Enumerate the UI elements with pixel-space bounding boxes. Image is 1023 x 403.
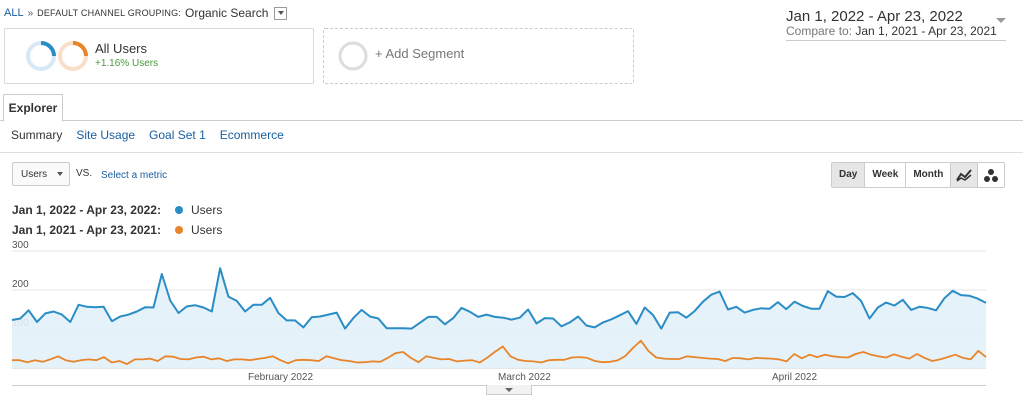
y-tick-label: 200 [12,279,29,290]
segment-title: All Users [95,41,148,56]
add-segment-circle-icon [338,41,368,71]
legend-current-name: Users [191,203,223,217]
breadcrumb-value: Organic Search [185,6,269,20]
breadcrumb-dropdown-icon[interactable] [274,6,288,20]
subtab-ecommerce[interactable]: Ecommerce [219,128,284,142]
legend-compare-dot-icon [175,226,183,234]
motion-chart-button[interactable] [977,163,1004,187]
x-tick-march: March 2022 [498,372,551,383]
breadcrumb-all-link[interactable]: ALL [4,7,24,19]
y-tick-label: 300 [12,240,29,251]
period-week-button[interactable]: Week [864,163,906,187]
breadcrumb-separator: » [27,7,34,19]
legend-compare-range: Jan 1, 2021 - Apr 23, 2021: [12,223,161,237]
x-tick-february: February 2022 [248,372,314,383]
add-segment-label: + Add Segment [375,46,465,61]
legend-current-dot-icon [175,206,183,214]
segment-card-all-users[interactable] [4,28,314,84]
tab-explorer[interactable]: Explorer [3,94,63,122]
date-range-caret-icon[interactable] [996,18,1006,23]
legend-current-range: Jan 1, 2022 - Apr 23, 2022: [12,203,161,217]
breadcrumb-dimension: DEFAULT CHANNEL GROUPING: [37,8,181,18]
subtab-bar: Summary Site Usage Goal Set 1 Ecommerce [11,128,284,142]
series-line-compare [12,339,987,365]
date-range-underline [786,40,1006,41]
vs-label: VS. [76,168,93,179]
select-metric-link[interactable]: Select a metric [101,170,168,181]
compare-range[interactable]: Compare to: Jan 1, 2021 - Apr 23, 2021 [786,24,997,38]
breadcrumb: ALL » DEFAULT CHANNEL GROUPING: Organic … [4,6,288,20]
subtab-site-usage[interactable]: Site Usage [76,128,136,142]
period-month-button[interactable]: Month [905,163,951,187]
segment-donut-icons [26,41,88,71]
subtab-goal-set-1[interactable]: Goal Set 1 [149,128,206,142]
metric-select-label: Users [21,168,48,180]
bubble-chart-icon [984,169,998,182]
line-chart-button[interactable] [951,163,977,187]
add-segment-button[interactable] [323,28,634,84]
x-tick-april: April 2022 [772,372,818,383]
subtab-summary[interactable]: Summary [11,128,63,142]
subtab-divider [0,152,1023,153]
compare-range-value: Jan 1, 2021 - Apr 23, 2021 [855,24,997,38]
legend-compare-name: Users [191,223,223,237]
line-chart-icon [956,169,972,182]
line-chart[interactable]: 300200100 [0,240,1023,370]
period-day-button[interactable]: Day [832,163,865,187]
date-range[interactable]: Jan 1, 2022 - Apr 23, 2022 [786,8,963,25]
chart-expand-handle[interactable] [486,385,532,395]
metric-select[interactable]: Users [12,162,70,186]
tab-divider [0,120,1023,121]
chart-type-toggle [950,162,1005,188]
period-toggle: Day Week Month [831,162,952,188]
series-line-current [11,267,987,330]
segment-change: +1.16% Users [95,58,159,69]
chevron-down-icon [57,172,64,176]
compare-prefix: Compare to: [786,24,853,38]
